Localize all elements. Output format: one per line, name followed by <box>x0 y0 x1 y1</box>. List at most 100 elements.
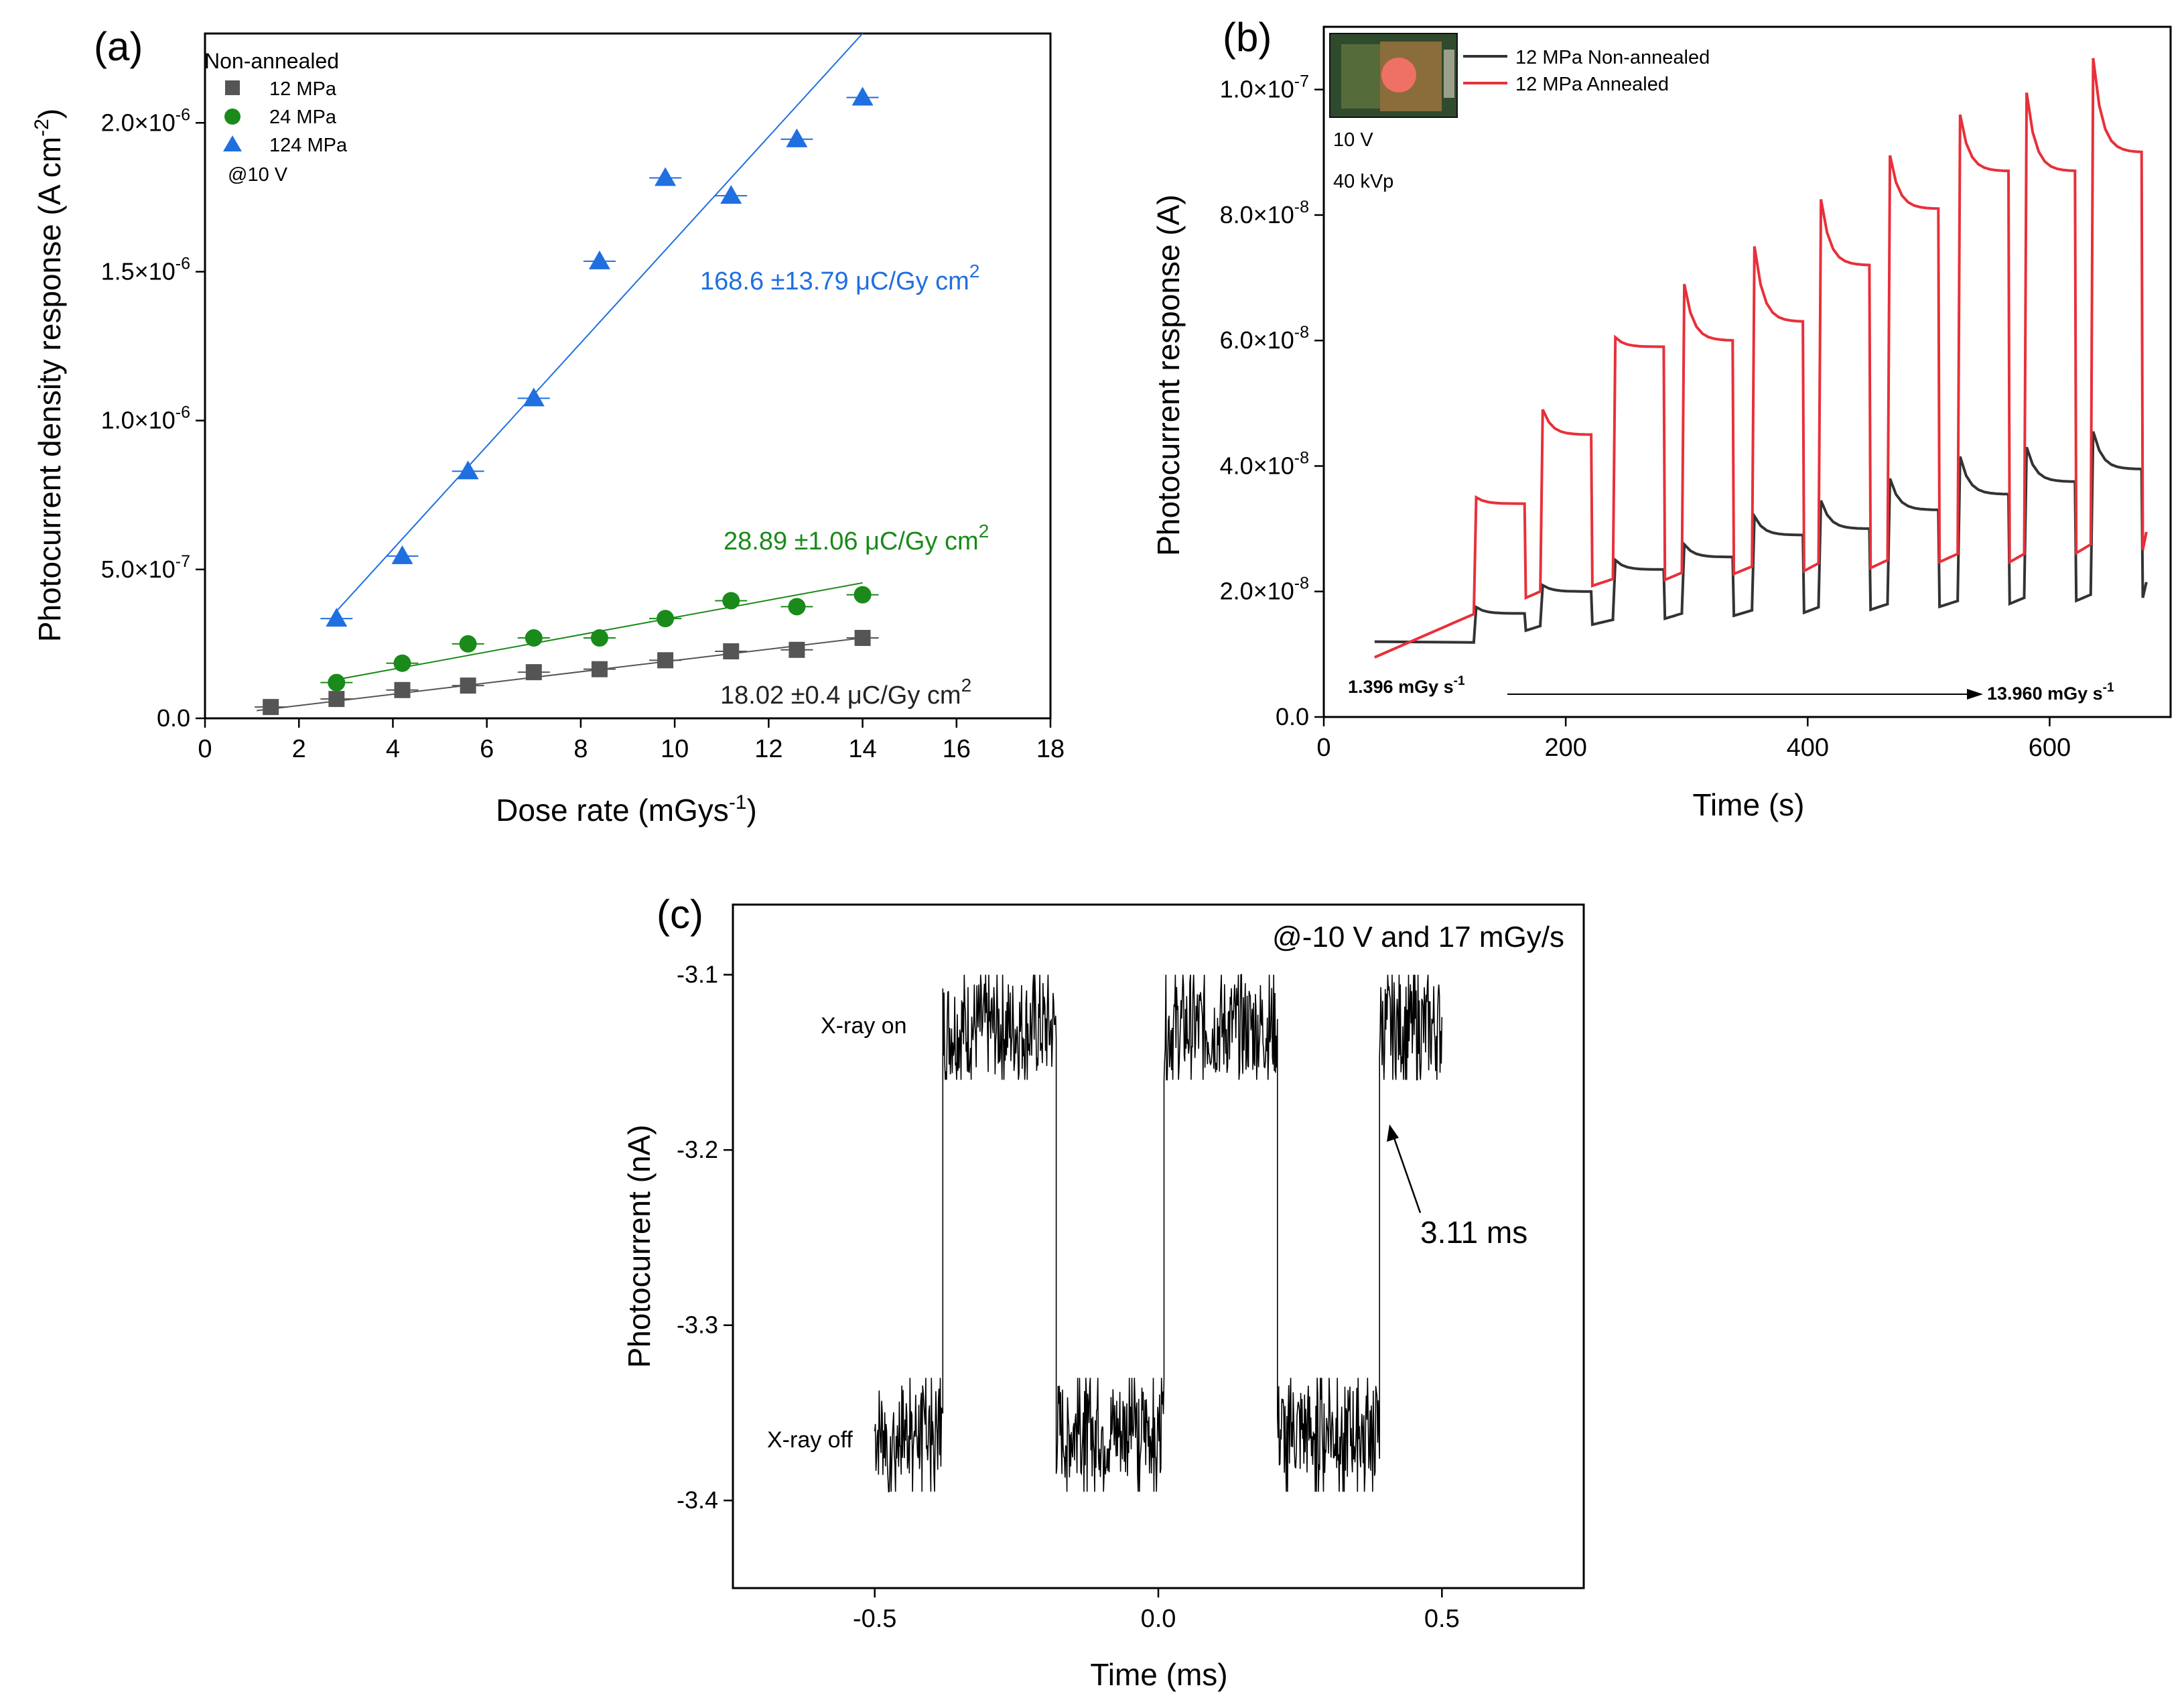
data-point-circle <box>459 635 477 653</box>
data-point-triangle <box>391 545 413 564</box>
c-x-tick-label: 0.5 <box>1424 1605 1460 1633</box>
data-point-square <box>591 661 608 677</box>
legend-a-note: @10 V <box>228 164 288 186</box>
a-y-tick-label: 1.0×10-6 <box>101 403 190 434</box>
rise-annotation-arrow <box>1391 1132 1422 1214</box>
data-point-circle <box>393 654 411 672</box>
panel-c-label: (c) <box>657 892 703 937</box>
data-point-square <box>723 643 740 660</box>
data-point-triangle <box>326 608 348 627</box>
legend-a-marker-124mpa <box>223 135 242 151</box>
a-x-tick-label: 4 <box>386 735 400 763</box>
panel-b-label: (b) <box>1223 15 1272 60</box>
rise-annotation-label: 3.11 ms <box>1420 1215 1527 1250</box>
b-y-tick-label: 1.0×10-7 <box>1220 72 1309 103</box>
data-point-triangle <box>655 167 677 186</box>
data-point-square <box>460 677 476 694</box>
data-point-triangle <box>720 185 742 204</box>
b-y-tick-label: 6.0×10-8 <box>1220 323 1309 354</box>
device-photo-inset <box>1329 33 1458 118</box>
a-x-tick-label: 12 <box>754 735 782 763</box>
data-point-square <box>789 641 805 658</box>
a-x-tick-label: 2 <box>292 735 306 763</box>
y-axis-label-a: Photocurrent density response (A cm-2) <box>31 109 67 642</box>
data-point-square <box>263 699 279 716</box>
a-x-tick-label: 6 <box>480 735 494 763</box>
legend-a-marker-12mpa <box>225 80 240 95</box>
legend-a-marker-24mpa <box>224 109 241 125</box>
data-point-circle <box>854 586 872 604</box>
a-y-tick-label: 5.0×10-7 <box>101 552 190 583</box>
a-y-tick-label: 2.0×10-6 <box>101 105 190 136</box>
fit-line-0 <box>257 637 863 712</box>
b-x-tick-label: 200 <box>1544 734 1586 762</box>
x-axis-label-a: Dose rate (mGys-1) <box>496 791 757 828</box>
data-point-triangle <box>786 128 808 147</box>
data-point-circle <box>590 629 608 647</box>
photocurrent-trace <box>874 974 1443 1492</box>
a-x-tick-label: 10 <box>661 735 689 763</box>
dose-end-label: 13.960 mGy s-1 <box>1987 681 2114 704</box>
a-y-tick-label: 0.0 <box>157 704 190 732</box>
a-x-tick-label: 16 <box>943 735 971 763</box>
b-y-tick-label: 8.0×10-8 <box>1220 198 1309 228</box>
b-x-tick-label: 600 <box>2029 734 2071 762</box>
a-x-tick-label: 18 <box>1036 735 1065 763</box>
a-y-tick-label: 1.5×10-6 <box>101 254 190 285</box>
data-point-circle <box>657 610 675 628</box>
rise-annotation-arrowhead <box>1387 1124 1399 1142</box>
c-y-tick-label: -3.3 <box>677 1311 718 1339</box>
x-axis-label-b: Time (s) <box>1693 787 1805 822</box>
line-nonannealed <box>1374 431 2148 644</box>
fit-line-2 <box>336 33 864 612</box>
panel-c: (c) -0.5 0.0 0.5 -3.1 -3.2 -3.3 -3.4 @-10 V an… <box>622 892 1585 1692</box>
data-point-square <box>394 681 411 698</box>
legend-b-label-nonannealed: 12 MPa Non-annealed <box>1515 47 1710 68</box>
legend-a-title: Non-annealed <box>204 49 339 73</box>
data-point-triangle <box>851 86 874 106</box>
a-x-tick-label: 0 <box>198 735 212 763</box>
legend-b-label-annealed: 12 MPa Annealed <box>1515 74 1669 95</box>
y-axis-label-b: Photocurrent response (A) <box>1151 194 1186 556</box>
note-b-kvp: 40 kVp <box>1333 171 1393 192</box>
data-point-square <box>525 664 542 681</box>
data-point-triangle <box>588 250 610 269</box>
panel-a: (a) 0 2 4 6 8 10 12 14 16 18 0.0 5.0×10-7 1.0×10-6 1.… <box>31 24 1065 828</box>
data-point-circle <box>328 673 346 692</box>
data-point-square <box>657 652 674 669</box>
panel-b: (b) 0 200 400 600 0.0 2.0×10-8 4.0×10-8 6.0×10-… <box>1151 15 2172 822</box>
data-point-square <box>328 691 345 708</box>
line-annealed <box>1374 58 2148 659</box>
a-x-tick-label: 8 <box>573 735 588 763</box>
data-point-circle <box>722 592 740 610</box>
dose-arrowhead <box>1967 689 1983 700</box>
data-point-triangle <box>523 387 545 407</box>
note-b-voltage: 10 V <box>1333 129 1373 151</box>
legend-a-label-12mpa: 12 MPa <box>269 78 337 100</box>
panel-a-frame <box>204 32 1052 720</box>
dose-start-label: 1.396 mGy s-1 <box>1348 674 1465 697</box>
b-y-tick-label: 4.0×10-8 <box>1220 448 1309 479</box>
legend-a-label-24mpa: 24 MPa <box>269 107 337 128</box>
data-point-circle <box>788 598 806 616</box>
xray-off-label: X-ray off <box>767 1427 853 1453</box>
data-point-triangle <box>457 460 479 480</box>
a-x-tick-label: 14 <box>848 735 876 763</box>
c-x-tick-label: 0.0 <box>1141 1605 1176 1633</box>
annotation-a-124mpa: 168.6 ±13.79 μC/Gy cm2 <box>700 261 979 296</box>
c-y-tick-label: -3.4 <box>677 1486 718 1514</box>
b-x-tick-label: 0 <box>1316 734 1330 762</box>
annotation-a-24mpa: 28.89 ±1.06 μC/Gy cm2 <box>724 521 989 555</box>
c-y-tick-label: -3.1 <box>677 961 718 988</box>
panel-a-label: (a) <box>94 24 143 69</box>
b-y-tick-label: 2.0×10-8 <box>1220 574 1309 605</box>
data-point-square <box>854 630 871 647</box>
data-point-circle <box>525 629 543 647</box>
x-axis-label-c: Time (ms) <box>1090 1657 1227 1692</box>
c-x-tick-label: -0.5 <box>853 1605 896 1633</box>
panel-b-frame <box>1322 25 2172 718</box>
c-y-tick-label: -3.2 <box>677 1136 718 1163</box>
annotation-a-12mpa: 18.02 ±0.4 μC/Gy cm2 <box>720 675 971 710</box>
legend-a-label-124mpa: 124 MPa <box>269 135 348 156</box>
